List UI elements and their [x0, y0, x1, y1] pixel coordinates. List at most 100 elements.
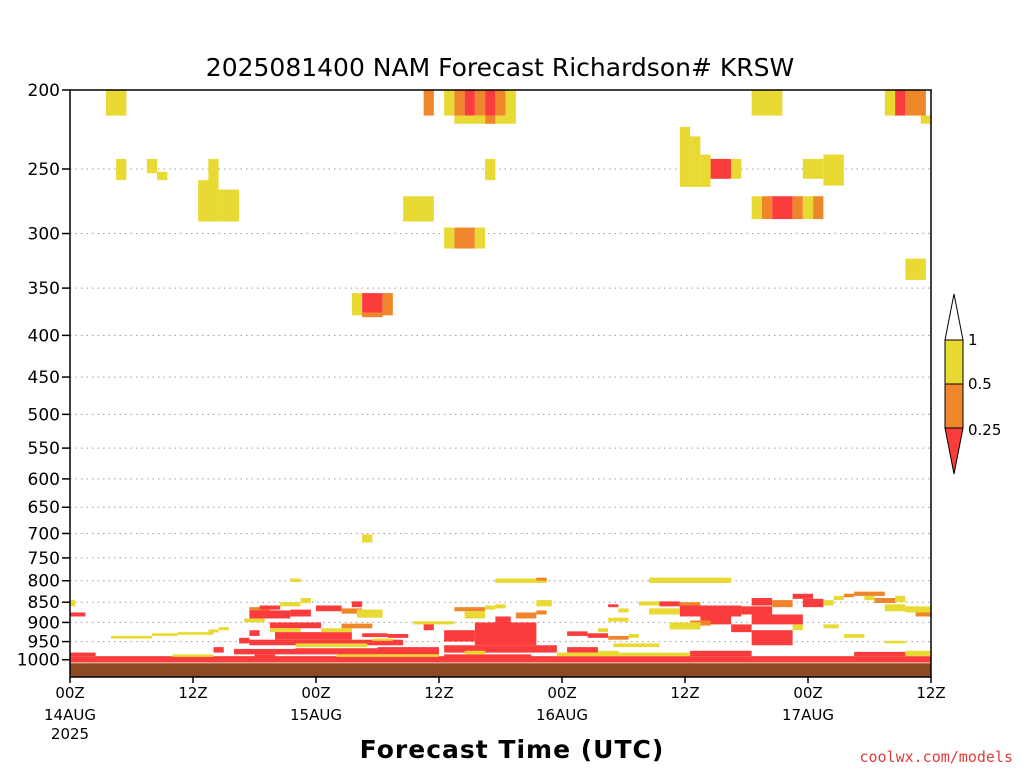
ri-cell	[70, 652, 96, 657]
ri-cell	[70, 612, 86, 617]
ri-cell	[731, 158, 742, 179]
ri-cell	[679, 602, 701, 608]
ri-cell	[864, 595, 875, 601]
ri-cell	[269, 622, 322, 629]
ri-cell	[772, 600, 793, 608]
y-tick-label: 350	[28, 279, 60, 299]
ri-cell	[444, 90, 455, 116]
ri-cell	[638, 601, 660, 606]
y-tick-label: 750	[28, 549, 60, 569]
ri-cell	[249, 610, 291, 619]
ri-cell	[751, 630, 793, 646]
ri-cell	[152, 633, 178, 636]
ri-cell	[70, 656, 931, 663]
ri-cell	[700, 616, 732, 625]
ri-cell	[813, 196, 824, 220]
x-tick-date: 14AUG	[44, 706, 96, 724]
ri-cell	[700, 154, 711, 187]
ri-cell	[690, 650, 752, 657]
ri-cell	[295, 648, 378, 655]
ri-cell	[823, 624, 839, 629]
ri-cell	[772, 196, 793, 220]
ri-cell	[638, 643, 660, 648]
ri-cell	[515, 612, 537, 619]
ri-cell	[587, 633, 609, 638]
ri-cell	[444, 227, 455, 249]
ri-cell	[495, 616, 511, 625]
ri-cell	[536, 600, 552, 607]
ri-cell	[567, 647, 598, 653]
x-tick-date: 16AUG	[536, 706, 588, 724]
ri-cell	[884, 604, 906, 612]
ri-cell	[254, 654, 275, 658]
ri-cell	[280, 602, 301, 607]
ri-cell	[679, 605, 742, 617]
ri-cell	[423, 624, 434, 631]
ri-cell	[351, 601, 363, 608]
legend-band-mid	[944, 383, 964, 429]
ri-cell	[172, 654, 214, 657]
ri-cell	[833, 595, 844, 601]
legend-label: 0.5	[968, 375, 992, 393]
ri-cell	[218, 627, 229, 631]
ri-cell	[495, 115, 516, 124]
x-axis-label: Forecast Time (UTC)	[360, 735, 665, 764]
ri-cell	[372, 638, 393, 641]
ri-cell	[234, 648, 296, 655]
ri-cell	[802, 196, 814, 220]
ri-cell	[208, 158, 219, 181]
ri-cell	[895, 595, 906, 603]
ri-cell	[536, 577, 547, 581]
ri-cell	[608, 635, 629, 640]
ri-cell	[905, 258, 926, 280]
ri-cell	[321, 628, 352, 633]
ri-cell	[208, 629, 219, 633]
ri-cell	[597, 650, 619, 655]
ri-cell	[357, 609, 383, 618]
ri-cell	[823, 154, 844, 186]
ri-cell	[659, 601, 680, 607]
ri-cell	[649, 577, 732, 583]
ri-cell	[341, 623, 373, 629]
ri-cell	[485, 90, 496, 116]
ri-cell	[387, 634, 409, 638]
legend-top-arrow	[944, 293, 964, 341]
x-tick-label: 00Z	[547, 684, 576, 702]
ri-cell	[423, 90, 434, 116]
ri-cell	[444, 630, 475, 642]
ri-cell	[316, 605, 342, 612]
y-tick-label: 700	[28, 524, 60, 544]
richardson-cells	[70, 90, 931, 663]
ri-cell	[710, 158, 732, 179]
ri-cell	[761, 196, 773, 220]
ri-cell	[485, 115, 496, 124]
ri-cell	[111, 635, 152, 639]
ri-cell	[792, 196, 803, 220]
x-tick-label: 00Z	[793, 684, 822, 702]
ri-cell	[618, 608, 629, 613]
ri-cell	[485, 158, 496, 181]
x-tick-label: 12Z	[670, 684, 699, 702]
ri-cell	[105, 90, 127, 116]
x-tick-label: 12Z	[178, 684, 207, 702]
ri-cell	[157, 171, 168, 181]
ri-cell	[290, 609, 311, 617]
pressure-gridlines	[70, 168, 931, 661]
ri-cell	[336, 654, 439, 657]
ri-cell	[474, 227, 486, 249]
y-tick-label: 850	[28, 593, 60, 613]
ri-cell	[454, 115, 496, 124]
ri-cell	[802, 598, 824, 608]
ri-cell	[854, 591, 885, 596]
ri-cell	[679, 126, 691, 187]
ri-cell	[300, 598, 311, 604]
ri-cell	[464, 611, 486, 619]
ri-cell	[218, 189, 240, 222]
ri-cell	[751, 614, 803, 625]
ri-cell	[884, 90, 896, 116]
ri-cell	[259, 605, 281, 610]
ri-cell	[249, 630, 260, 636]
y-tick-label: 650	[28, 498, 60, 518]
ri-cell	[608, 617, 629, 622]
ri-cell	[198, 180, 219, 222]
